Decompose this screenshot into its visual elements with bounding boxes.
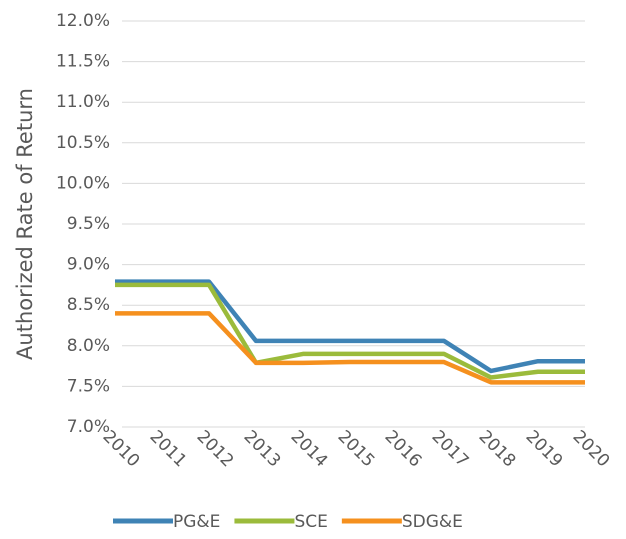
legend-label: SDG&E xyxy=(402,512,463,532)
series-line xyxy=(115,282,585,380)
x-tick-label: 2014 xyxy=(287,427,332,472)
y-tick-label: 7.5% xyxy=(67,376,110,396)
y-tick-label: 10.5% xyxy=(56,133,110,153)
x-tick-label: 2017 xyxy=(428,427,473,472)
y-tick-label: 8.5% xyxy=(67,295,110,315)
y-axis-label: Authorized Rate of Return xyxy=(13,88,37,360)
x-tick-label: 2015 xyxy=(334,427,379,472)
y-tick-label: 11.5% xyxy=(56,52,110,72)
legend-label: PG&E xyxy=(173,512,220,532)
y-tick-label: 7.0% xyxy=(67,417,110,437)
y-tick-label: 9.5% xyxy=(67,214,110,234)
y-tick-label: 8.0% xyxy=(67,336,110,356)
x-tick-label: 2019 xyxy=(522,427,567,472)
x-tick-label: 2011 xyxy=(146,427,191,472)
x-tick-label: 2013 xyxy=(240,427,285,472)
y-tick-label: 10.0% xyxy=(56,173,110,193)
x-tick-label: 2012 xyxy=(193,427,238,472)
x-tick-label: 2018 xyxy=(475,427,520,472)
x-tick-label: 2020 xyxy=(569,427,614,472)
series-line xyxy=(115,311,585,385)
x-tick-label: 2016 xyxy=(381,427,426,472)
y-tick-label: 11.0% xyxy=(56,92,110,112)
legend-label: SCE xyxy=(294,512,327,532)
series-line xyxy=(115,279,585,374)
x-tick-label: 2010 xyxy=(99,427,144,472)
y-tick-label: 9.0% xyxy=(67,255,110,275)
y-tick-label: 12.0% xyxy=(56,11,110,31)
